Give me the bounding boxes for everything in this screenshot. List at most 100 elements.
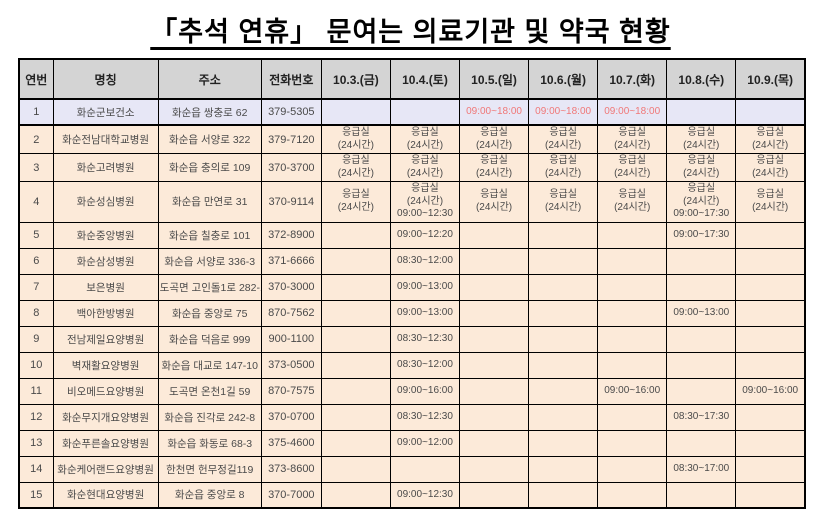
cell-day-schedule	[389, 455, 461, 483]
column-header: 10.5.(일)	[458, 58, 530, 100]
table-row: 7 보은병원 도곡면 고인돌1로 282-14 370-3000 09:00~13:00	[18, 273, 806, 301]
cell-day-schedule	[458, 247, 530, 275]
cell-no: 6	[18, 247, 54, 275]
cell-day-schedule	[597, 429, 668, 457]
cell-day-schedule: 응급실 (24시간)	[528, 181, 599, 223]
cell-name: 화순삼성병원	[52, 247, 159, 275]
cell-day-schedule	[666, 481, 737, 509]
cell-day-schedule: 응급실 (24시간)	[458, 153, 530, 182]
cell-day-schedule	[735, 455, 806, 483]
cell-address: 도곡면 온천1길 59	[157, 377, 262, 405]
table-row: 2 화순전남대학교병원 화순읍 서양로 322 379-7120 응급실 (24시간) 응…	[18, 124, 806, 154]
cell-day-schedule	[528, 377, 599, 405]
column-header: 10.3.(금)	[320, 58, 391, 100]
cell-address: 화순읍 칠충로 101	[157, 221, 262, 249]
cell-no: 11	[18, 377, 54, 405]
table-row: 3 화순고려병원 화순읍 충의로 109 370-3700 응급실 (24시간) 응급실 …	[18, 153, 806, 182]
cell-address: 화순읍 대교로 147-10	[157, 351, 262, 379]
cell-day-schedule: 응급실 (24시간)	[389, 153, 461, 182]
table-row: 9 전남제일요양병원 화순읍 덕음로 999 900-1100 08:30~12:30	[18, 325, 806, 353]
cell-address: 화순읍 서양로 322	[157, 124, 262, 154]
table-row: 13 화순푸른솔요양병원 화순읍 화동로 68-3 375-4600 09:00~12:…	[18, 429, 806, 457]
cell-day-schedule: 응급실 (24시간)	[735, 181, 806, 223]
column-header: 10.6.(월)	[528, 58, 599, 100]
cell-day-schedule	[458, 325, 530, 353]
cell-day-schedule	[320, 247, 391, 275]
cell-day-schedule	[389, 98, 461, 126]
cell-day-schedule: 08:30~17:00	[666, 455, 737, 483]
cell-day-schedule	[597, 221, 668, 249]
medical-schedule-table: 연번 명칭 주소 전화번호 10.3.(금) 10.4.(토) 10.5.(일) 10.6.(…	[18, 58, 806, 509]
cell-day-schedule	[597, 481, 668, 509]
cell-day-schedule	[320, 455, 391, 483]
cell-no: 3	[18, 153, 54, 182]
cell-day-schedule: 응급실 (24시간)	[597, 153, 668, 182]
cell-day-schedule	[528, 429, 599, 457]
cell-day-schedule	[666, 247, 737, 275]
cell-day-schedule	[597, 403, 668, 431]
cell-day-schedule	[666, 351, 737, 379]
cell-day-schedule	[528, 325, 599, 353]
cell-name: 화순중앙병원	[52, 221, 159, 249]
cell-address: 화순읍 만연로 31	[157, 181, 262, 223]
table-row: 4 화순성심병원 화순읍 만연로 31 370-9114 응급실 (24시간) 응급실 (…	[18, 181, 806, 223]
cell-day-schedule	[597, 325, 668, 353]
cell-day-schedule	[320, 299, 391, 327]
cell-day-schedule	[458, 351, 530, 379]
cell-day-schedule	[735, 429, 806, 457]
cell-day-schedule: 09:00~12:30	[389, 481, 461, 509]
cell-day-schedule: 응급실 (24시간)	[528, 153, 599, 182]
cell-no: 12	[18, 403, 54, 431]
cell-day-schedule: 09:00~16:00	[597, 377, 668, 405]
cell-name: 화순전남대학교병원	[52, 124, 159, 154]
cell-phone: 379-7120	[260, 124, 322, 154]
cell-name: 화순푸른솔요양병원	[52, 429, 159, 457]
cell-address: 화순읍 진각로 242-8	[157, 403, 262, 431]
cell-day-schedule	[458, 429, 530, 457]
cell-day-schedule: 09:00~18:00	[528, 98, 599, 126]
cell-name: 전남제일요양병원	[52, 325, 159, 353]
cell-no: 4	[18, 181, 54, 223]
cell-day-schedule	[528, 247, 599, 275]
cell-address: 화순읍 서양로 336-3	[157, 247, 262, 275]
cell-day-schedule: 응급실 (24시간)	[528, 124, 599, 154]
table-row: 5 화순중앙병원 화순읍 칠충로 101 372-8900 09:00~12:20 09:…	[18, 221, 806, 249]
cell-day-schedule: 09:00~16:00	[735, 377, 806, 405]
cell-day-schedule: 09:00~13:00	[389, 273, 461, 301]
cell-name: 백아한방병원	[52, 299, 159, 327]
cell-day-schedule: 09:00~13:00	[666, 299, 737, 327]
cell-day-schedule	[458, 221, 530, 249]
cell-name: 비오메드요양병원	[52, 377, 159, 405]
cell-day-schedule	[458, 481, 530, 509]
cell-no: 1	[18, 98, 54, 126]
cell-day-schedule	[735, 98, 806, 126]
cell-day-schedule	[528, 351, 599, 379]
cell-no: 10	[18, 351, 54, 379]
cell-name: 보은병원	[52, 273, 159, 301]
cell-phone: 379-5305	[260, 98, 322, 126]
table-row: 12 화순무지개요양병원 화순읍 진각로 242-8 370-0700 08:30~12…	[18, 403, 806, 431]
cell-day-schedule: 09:00~12:00	[389, 429, 461, 457]
cell-day-schedule	[458, 299, 530, 327]
cell-day-schedule: 응급실 (24시간)	[458, 181, 530, 223]
page-title: 「추석 연휴」 문여는 의료기관 및 약국 현황	[150, 17, 671, 47]
cell-day-schedule	[528, 403, 599, 431]
cell-day-schedule: 09:00~18:00	[597, 98, 668, 126]
cell-day-schedule	[735, 247, 806, 275]
table-row: 15 화순현대요양병원 화순읍 중앙로 8 370-7000 09:00~12:30	[18, 481, 806, 509]
cell-day-schedule	[320, 273, 391, 301]
cell-name: 화순현대요양병원	[52, 481, 159, 509]
cell-day-schedule	[597, 273, 668, 301]
cell-phone: 370-7000	[260, 481, 322, 509]
cell-day-schedule	[666, 98, 737, 126]
cell-day-schedule	[320, 98, 391, 126]
cell-day-schedule	[458, 455, 530, 483]
cell-day-schedule	[320, 429, 391, 457]
cell-day-schedule: 응급실 (24시간)	[320, 153, 391, 182]
cell-name: 화순고려병원	[52, 153, 159, 182]
cell-day-schedule: 08:30~12:30	[389, 403, 461, 431]
cell-day-schedule	[735, 221, 806, 249]
cell-day-schedule: 08:30~12:00	[389, 247, 461, 275]
cell-name: 화순무지개요양병원	[52, 403, 159, 431]
cell-day-schedule	[735, 481, 806, 509]
